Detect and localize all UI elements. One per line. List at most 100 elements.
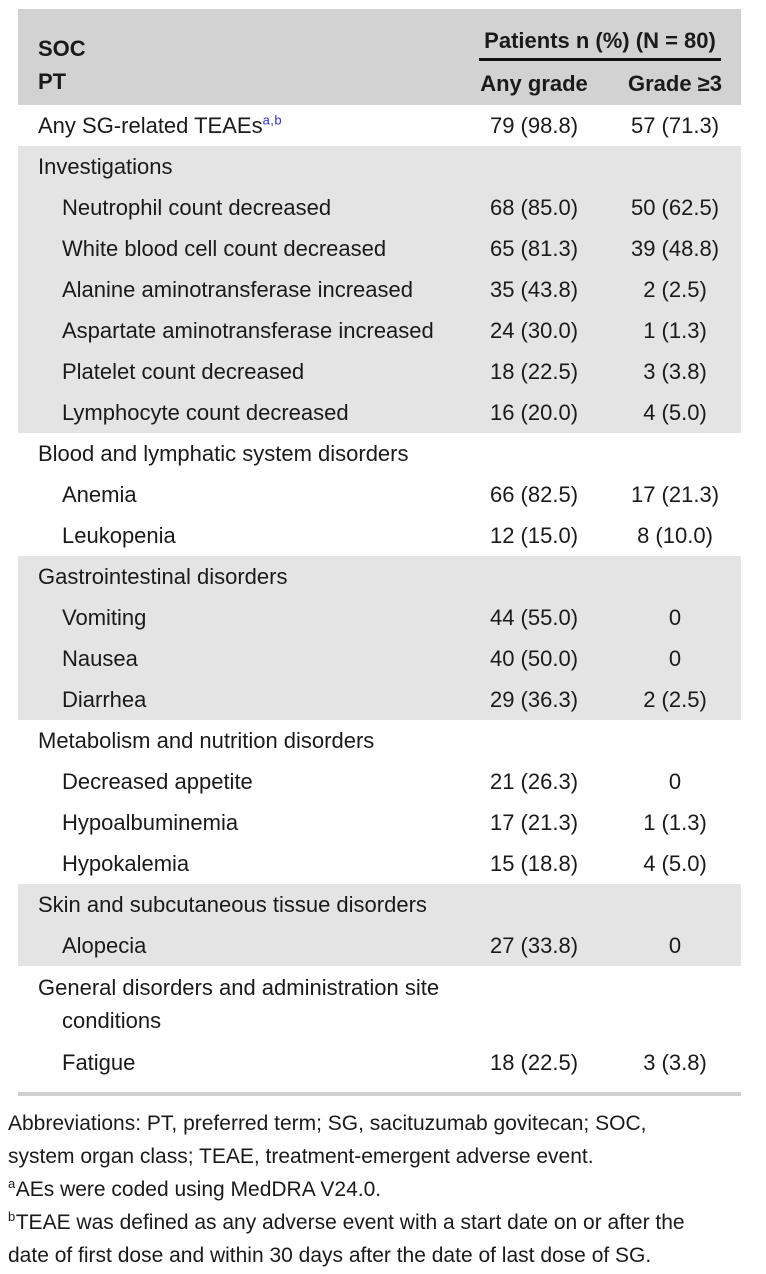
- table-row: Leukopenia 12 (15.0) 8 (10.0): [18, 515, 741, 556]
- grade3-value: 17 (21.3): [630, 481, 720, 507]
- grade3-value: 1 (1.3): [643, 809, 707, 835]
- table-section-row: General disorders and administration sit…: [18, 966, 741, 1042]
- grade3-value: 39 (48.8): [630, 235, 720, 261]
- table-section-row: Gastrointestinal disorders: [18, 556, 741, 597]
- column-header-any-grade: Any grade: [480, 71, 588, 96]
- table-row: Alopecia 27 (33.8) 0: [18, 925, 741, 966]
- any-grade-value: 44 (55.0): [489, 604, 579, 630]
- any-grade-value: 29 (36.3): [489, 686, 579, 712]
- row-label: Fatigue: [62, 1049, 136, 1075]
- table-section-row: Metabolism and nutrition disorders: [18, 720, 741, 761]
- grade3-value: 4 (5.0): [643, 850, 707, 876]
- row-label: Hypokalemia: [62, 850, 190, 876]
- grade3-value: 0: [668, 768, 682, 794]
- grade3-value: 57 (71.3): [630, 112, 720, 138]
- table-row: Platelet count decreased 18 (22.5) 3 (3.…: [18, 351, 741, 392]
- table-row: Nausea 40 (50.0) 0: [18, 638, 741, 679]
- any-grade-value: 17 (21.3): [489, 809, 579, 835]
- grade3-value: 8 (10.0): [637, 522, 713, 548]
- section-label-line1: General disorders and administration sit…: [38, 975, 440, 1000]
- any-grade-value: 35 (43.8): [489, 276, 579, 302]
- table-row: Hypoalbuminemia 17 (21.3) 1 (1.3): [18, 802, 741, 843]
- any-grade-value: 24 (30.0): [489, 317, 579, 343]
- table-row: Aspartate aminotransferase increased 24 …: [18, 310, 741, 351]
- footnote-text: date of first dose and within 30 days af…: [8, 1244, 652, 1267]
- any-grade-value: 18 (22.5): [489, 1049, 579, 1075]
- grade3-value: 3 (3.8): [643, 358, 707, 384]
- footnote-marker: a: [8, 1176, 16, 1191]
- table-footnotes: Abbreviations: PT, preferred term; SG, s…: [8, 1107, 760, 1272]
- table-header: SOC PT Patients n (%) (N = 80) Any grade…: [18, 9, 741, 105]
- table-row: Hypokalemia 15 (18.8) 4 (5.0): [18, 843, 741, 884]
- column-header-soc-pt: SOC PT: [18, 32, 459, 105]
- section-label-line2: conditions: [62, 1008, 162, 1033]
- any-grade-value: 79 (98.8): [489, 112, 579, 138]
- any-grade-value: 12 (15.0): [489, 522, 579, 548]
- table-row: White blood cell count decreased 65 (81.…: [18, 228, 741, 269]
- grade3-value: 0: [668, 932, 682, 958]
- table-row: Neutrophil count decreased 68 (85.0) 50 …: [18, 187, 741, 228]
- adverse-events-table: SOC PT Patients n (%) (N = 80) Any grade…: [18, 9, 741, 1096]
- grade3-value: 1 (1.3): [643, 317, 707, 343]
- grade3-value: 0: [668, 604, 682, 630]
- section-label: General disorders and administration sit…: [18, 971, 459, 1037]
- row-label: Decreased appetite: [62, 768, 253, 794]
- row-label: Neutrophil count decreased: [62, 194, 332, 220]
- any-grade-value: 40 (50.0): [489, 645, 579, 671]
- row-label: Hypoalbuminemia: [62, 809, 239, 835]
- section-label: Gastrointestinal disorders: [38, 563, 288, 589]
- row-label-text: Any SG-related TEAEs: [38, 112, 263, 138]
- row-label: Anemia: [62, 481, 137, 507]
- footnote-marker: a,b: [262, 112, 283, 128]
- column-header-grade3: Grade ≥3: [627, 71, 722, 96]
- any-grade-value: 27 (33.8): [489, 932, 579, 958]
- header-pt: PT: [38, 69, 67, 94]
- table-row: Lymphocyte count decreased 16 (20.0) 4 (…: [18, 392, 741, 433]
- row-label: White blood cell count decreased: [62, 235, 387, 261]
- table-section-row: Blood and lymphatic system disorders: [18, 433, 741, 474]
- section-label: Skin and subcutaneous tissue disorders: [38, 891, 427, 917]
- row-label: Alanine aminotransferase increased: [62, 276, 413, 302]
- column-group-header: Patients n (%) (N = 80): [459, 9, 741, 61]
- footnote-text: Abbreviations: PT, preferred term; SG, s…: [8, 1112, 647, 1135]
- table-row: Any SG-related TEAEsa,b 79 (98.8) 57 (71…: [18, 105, 741, 146]
- table-row: Diarrhea 29 (36.3) 2 (2.5): [18, 679, 741, 720]
- footnote-line: aAEs were coded using MedDRA V24.0.: [8, 1173, 760, 1206]
- row-label: Leukopenia: [62, 522, 176, 548]
- row-label: Lymphocyte count decreased: [62, 399, 349, 425]
- grade3-value: 0: [668, 645, 682, 671]
- footnote-line: Abbreviations: PT, preferred term; SG, s…: [8, 1107, 760, 1140]
- footnote-line: bTEAE was defined as any adverse event w…: [8, 1206, 760, 1239]
- any-grade-value: 18 (22.5): [489, 358, 579, 384]
- row-label: Diarrhea: [62, 686, 147, 712]
- footnote-marker: b: [8, 1209, 16, 1224]
- any-grade-value: 15 (18.8): [489, 850, 579, 876]
- table-section-row: Investigations: [18, 146, 741, 187]
- grade3-value: 2 (2.5): [643, 276, 707, 302]
- row-label: Platelet count decreased: [62, 358, 305, 384]
- footnote-text: TEAE was defined as any adverse event wi…: [15, 1211, 685, 1234]
- row-label: Any SG-related TEAEsa,b: [18, 113, 459, 139]
- table-section-row: Skin and subcutaneous tissue disorders: [18, 884, 741, 925]
- footnote-line: system organ class; TEAE, treatment-emer…: [8, 1140, 760, 1173]
- section-label: Metabolism and nutrition disorders: [38, 727, 375, 753]
- grade3-value: 50 (62.5): [630, 194, 720, 220]
- table-row: Decreased appetite 21 (26.3) 0: [18, 761, 741, 802]
- any-grade-value: 65 (81.3): [489, 235, 579, 261]
- table-row: Vomiting 44 (55.0) 0: [18, 597, 741, 638]
- footnote-text: AEs were coded using MedDRA V24.0.: [15, 1178, 382, 1201]
- patients-n-group-label: Patients n (%) (N = 80): [479, 28, 721, 61]
- table-row: Fatigue 18 (22.5) 3 (3.8): [18, 1042, 741, 1083]
- row-label: Nausea: [62, 645, 138, 671]
- any-grade-value: 16 (20.0): [489, 399, 579, 425]
- grade3-value: 3 (3.8): [643, 1049, 707, 1075]
- row-label: Aspartate aminotransferase increased: [62, 317, 434, 343]
- footnote-text: system organ class; TEAE, treatment-emer…: [8, 1145, 594, 1168]
- row-label: Vomiting: [62, 604, 147, 630]
- section-label: Investigations: [38, 153, 173, 179]
- header-soc: SOC: [38, 36, 86, 61]
- row-label: Alopecia: [62, 932, 147, 958]
- table-bottom-rule: [18, 1092, 741, 1096]
- grade3-value: 2 (2.5): [643, 686, 707, 712]
